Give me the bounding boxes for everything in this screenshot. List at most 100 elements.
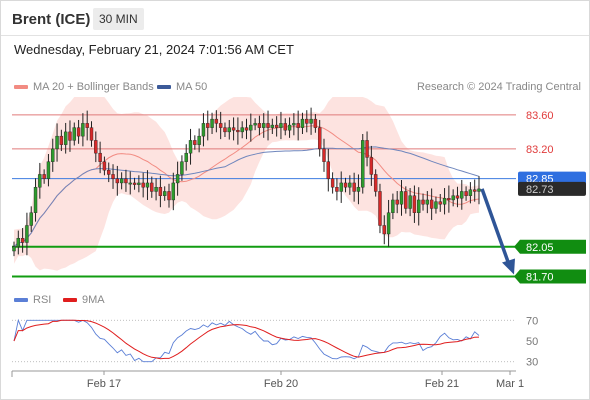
candle-body <box>365 140 369 158</box>
forecast-arrow-head <box>502 258 515 275</box>
price-label-support-81.70: 81.70 <box>514 269 586 284</box>
candle-body <box>361 140 365 188</box>
candle-body <box>20 238 25 243</box>
legend-label-rsi: RSI <box>33 294 52 306</box>
rsi-tick-label: 70 <box>526 315 538 327</box>
x-tick-label: Mar 1 <box>496 378 524 390</box>
candle-body <box>98 152 102 162</box>
candle-body <box>25 225 29 243</box>
candle-body <box>184 152 188 162</box>
candle-body <box>460 191 464 199</box>
candle-body <box>464 191 468 196</box>
candle-body <box>137 182 141 185</box>
copyright: Research © 2024 Trading Central <box>416 81 581 93</box>
candle-body <box>162 191 167 196</box>
candle-body <box>468 189 473 196</box>
candle-body <box>391 199 395 213</box>
chart-header: Brent (ICE) 30 MIN <box>1 1 589 36</box>
candle-body <box>300 118 305 128</box>
candle-body <box>218 123 223 128</box>
candle-body <box>477 188 481 192</box>
candle-body <box>330 178 335 188</box>
candle-body <box>386 212 391 235</box>
candle-body <box>51 148 55 162</box>
candle-body <box>180 161 184 175</box>
candle-body <box>46 161 51 179</box>
candle-body <box>150 182 154 192</box>
candle-body <box>119 178 124 184</box>
candle-body <box>408 195 412 209</box>
x-tick-label: Feb 21 <box>425 378 459 390</box>
price-label-text: 81.70 <box>526 272 554 284</box>
price-label-bg <box>514 269 586 284</box>
candle-body <box>81 123 85 137</box>
legend-9ma: 9MA <box>63 294 105 306</box>
candle-body <box>188 140 193 154</box>
price-label-resistance-83.60: 83.60 <box>526 110 554 122</box>
candle-body <box>38 174 42 188</box>
candle-body <box>249 124 253 131</box>
candle-body <box>343 182 348 188</box>
candle-body <box>240 127 244 133</box>
candle-body <box>257 123 262 128</box>
candle-body <box>72 127 76 141</box>
x-tick-label: Feb 17 <box>87 378 121 390</box>
candle-body <box>266 123 270 128</box>
candle-body <box>442 198 447 205</box>
candle-body <box>417 199 421 213</box>
candle-body <box>399 191 404 205</box>
price-label-last-82.73: 82.73 <box>518 181 586 196</box>
candle-body <box>292 123 296 126</box>
candle-body <box>279 123 283 128</box>
candle-body <box>154 186 158 192</box>
legend-rsi: RSI <box>14 294 51 306</box>
candle-body <box>206 123 210 128</box>
candle-body <box>253 123 257 126</box>
candle-body <box>373 174 378 192</box>
candle-body <box>322 148 326 162</box>
candle-body <box>305 118 309 124</box>
legend-swatch-bollinger <box>14 85 28 90</box>
candle-body <box>434 201 438 209</box>
candle-body <box>296 123 300 128</box>
candle-body <box>287 124 292 131</box>
candles <box>12 107 481 257</box>
candle-body <box>317 127 322 150</box>
candle-body <box>158 186 163 196</box>
candle-body <box>472 189 477 192</box>
legend-ma50: MA 50 <box>157 81 207 93</box>
candle-body <box>63 131 68 145</box>
candle-body <box>274 124 279 128</box>
candle-body <box>42 174 46 179</box>
candle-body <box>193 140 197 145</box>
candle-body <box>145 182 150 188</box>
timeframe-badge[interactable]: 30 MIN <box>93 8 144 30</box>
price-label-text: 82.73 <box>526 184 554 196</box>
timestamp: Wednesday, February 21, 2024 7:01:56 AM … <box>14 42 294 57</box>
price-label-support-82.05: 82.05 <box>514 239 586 254</box>
price-label-text: 83.20 <box>526 144 554 156</box>
candle-body <box>85 123 89 128</box>
candle-body <box>111 174 115 179</box>
candle-body <box>55 135 59 150</box>
candle-body <box>382 225 386 235</box>
candle-body <box>369 157 374 175</box>
candle-body <box>210 118 214 128</box>
candle-body <box>115 178 120 184</box>
candle-body <box>404 191 408 209</box>
candle-body <box>348 182 352 188</box>
candle-body <box>89 127 94 141</box>
candle-body <box>313 118 318 128</box>
candle-body <box>438 201 442 205</box>
candle-body <box>197 135 201 145</box>
rsi-ma-line <box>13 319 480 360</box>
candle-body <box>451 195 455 201</box>
candle-body <box>59 135 64 145</box>
price-label-bg <box>518 181 586 196</box>
candle-body <box>167 191 171 201</box>
instrument-title: Brent (ICE) <box>12 11 91 28</box>
price-label-bg <box>514 239 586 254</box>
candle-body <box>455 195 460 199</box>
